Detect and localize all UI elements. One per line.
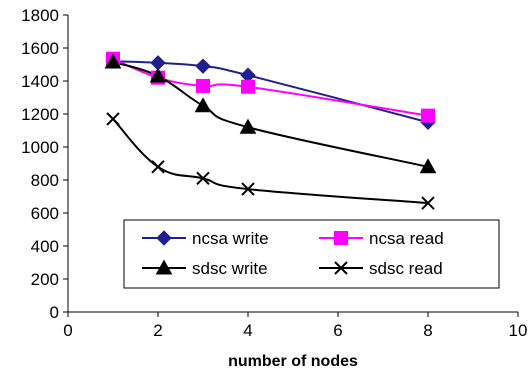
x-tick-label: 8 xyxy=(423,321,432,340)
data-point-sdsc-read xyxy=(241,182,255,196)
data-point-ncsa-read xyxy=(421,108,435,123)
data-point-ncsa-read xyxy=(241,79,255,94)
y-tick-label: 1000 xyxy=(21,138,59,157)
legend-marker xyxy=(155,259,173,275)
series-markers xyxy=(104,51,437,210)
y-tick-label: 1800 xyxy=(21,6,59,25)
x-tick-label: 10 xyxy=(509,321,528,340)
data-point-sdsc-read xyxy=(196,171,210,186)
legend-label: ncsa read xyxy=(369,229,444,248)
x-tick-label: 6 xyxy=(333,321,342,340)
y-tick-label: 400 xyxy=(31,237,59,256)
x-marker-stroke xyxy=(151,160,165,174)
legend-label: ncsa write xyxy=(192,229,269,248)
x-tick-label: 4 xyxy=(243,321,252,340)
y-tick-label: 0 xyxy=(50,303,59,322)
legend-item-sdsc-write: sdsc write xyxy=(142,259,268,278)
x-marker-stroke xyxy=(196,171,210,186)
axes: 0 200 400 600 800 1000 1200 1400 1600 1800 0 2 4 6 8 10 xyxy=(21,6,527,340)
data-point-sdsc-write xyxy=(419,158,437,174)
data-point-sdsc-write xyxy=(149,67,167,83)
legend-label: sdsc read xyxy=(369,259,443,278)
legend-box xyxy=(123,219,500,289)
y-tick-label: 200 xyxy=(31,270,59,289)
legend: ncsa write ncsa read sdsc write sdsc read xyxy=(123,219,500,289)
data-point-sdsc-read xyxy=(151,160,165,174)
legend-item-sdsc-read: sdsc read xyxy=(319,259,443,278)
legend-marker xyxy=(334,231,348,245)
y-tick-label: 1200 xyxy=(21,105,59,124)
data-point-sdsc-read xyxy=(106,112,120,126)
data-point-sdsc-write xyxy=(194,97,212,113)
data-point-ncsa-read xyxy=(196,78,210,93)
legend-item-ncsa-read: ncsa read xyxy=(319,229,444,248)
data-point-ncsa-write xyxy=(195,58,211,74)
series-line-sdsc-read xyxy=(112,118,429,205)
x-marker-stroke xyxy=(334,261,348,275)
x-axis-title: number of nodes xyxy=(228,353,358,370)
y-tick-label: 1400 xyxy=(21,72,59,91)
series-line-ncsa-write xyxy=(112,60,429,124)
y-tick-label: 800 xyxy=(31,171,59,190)
x-marker-stroke xyxy=(106,112,120,126)
legend-item-ncsa-write: ncsa write xyxy=(142,229,269,248)
x-tick-label: 2 xyxy=(153,321,162,340)
y-tick-label: 600 xyxy=(31,204,59,223)
legend-marker xyxy=(156,230,172,246)
y-tick-label: 1600 xyxy=(21,39,59,58)
data-point-sdsc-write xyxy=(104,53,122,69)
legend-label: sdsc write xyxy=(192,259,268,278)
x-marker-stroke xyxy=(241,182,255,196)
data-point-sdsc-write xyxy=(239,118,257,134)
x-tick-label: 0 xyxy=(63,321,72,340)
legend-marker xyxy=(334,261,348,275)
x-marker-stroke xyxy=(421,196,435,210)
data-point-sdsc-read xyxy=(421,196,435,210)
